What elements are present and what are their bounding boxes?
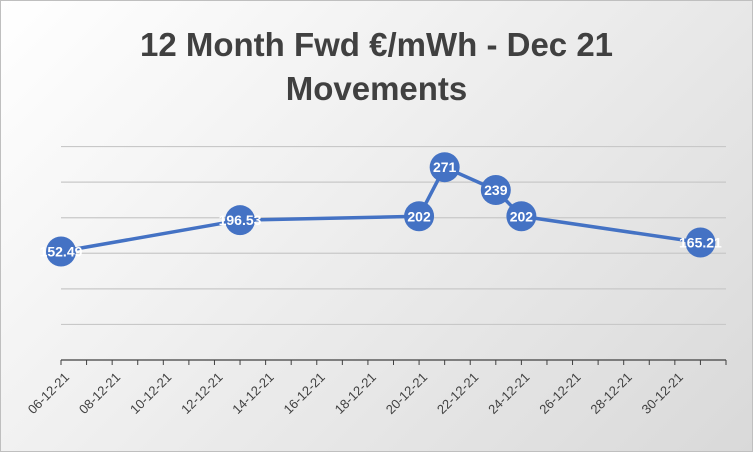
data-point xyxy=(480,174,511,205)
x-tick-label: 12-12-21 xyxy=(178,370,225,417)
x-tick-label: 30-12-21 xyxy=(639,370,686,417)
x-tick-label: 14-12-21 xyxy=(229,370,276,417)
data-point xyxy=(46,236,76,267)
x-tick-label: 16-12-21 xyxy=(280,370,327,417)
data-point xyxy=(404,201,435,232)
x-tick-label: 22-12-21 xyxy=(434,370,481,417)
x-tick-label: 08-12-21 xyxy=(76,370,123,417)
data-point xyxy=(225,205,256,236)
data-label: 239 xyxy=(484,182,508,198)
data-label: 271 xyxy=(433,159,457,175)
x-tick-label: 28-12-21 xyxy=(587,370,634,417)
chart-title-line-2: Movements xyxy=(285,70,468,107)
x-tick-label: 06-12-21 xyxy=(25,370,72,417)
data-point xyxy=(685,227,716,258)
series-line xyxy=(60,165,701,254)
data-label: 165.21 xyxy=(679,234,722,250)
data-label: 152.49 xyxy=(40,244,83,260)
x-tick-label: 18-12-21 xyxy=(332,370,379,417)
chart-title: 12 Month Fwd €/mWh - Dec 21 Movements xyxy=(1,23,752,111)
data-point xyxy=(429,152,460,183)
chart-title-line-1: 12 Month Fwd €/mWh - Dec 21 xyxy=(139,26,614,63)
data-label: 202 xyxy=(407,208,431,224)
x-tick-label: 26-12-21 xyxy=(536,370,583,417)
x-tick-label: 24-12-21 xyxy=(485,370,532,417)
x-tick-label: 20-12-21 xyxy=(383,370,430,417)
data-label: 202 xyxy=(510,208,534,224)
x-tick-label: 10-12-21 xyxy=(127,370,174,417)
data-point xyxy=(506,201,537,232)
data-label: 196.53 xyxy=(219,212,262,228)
